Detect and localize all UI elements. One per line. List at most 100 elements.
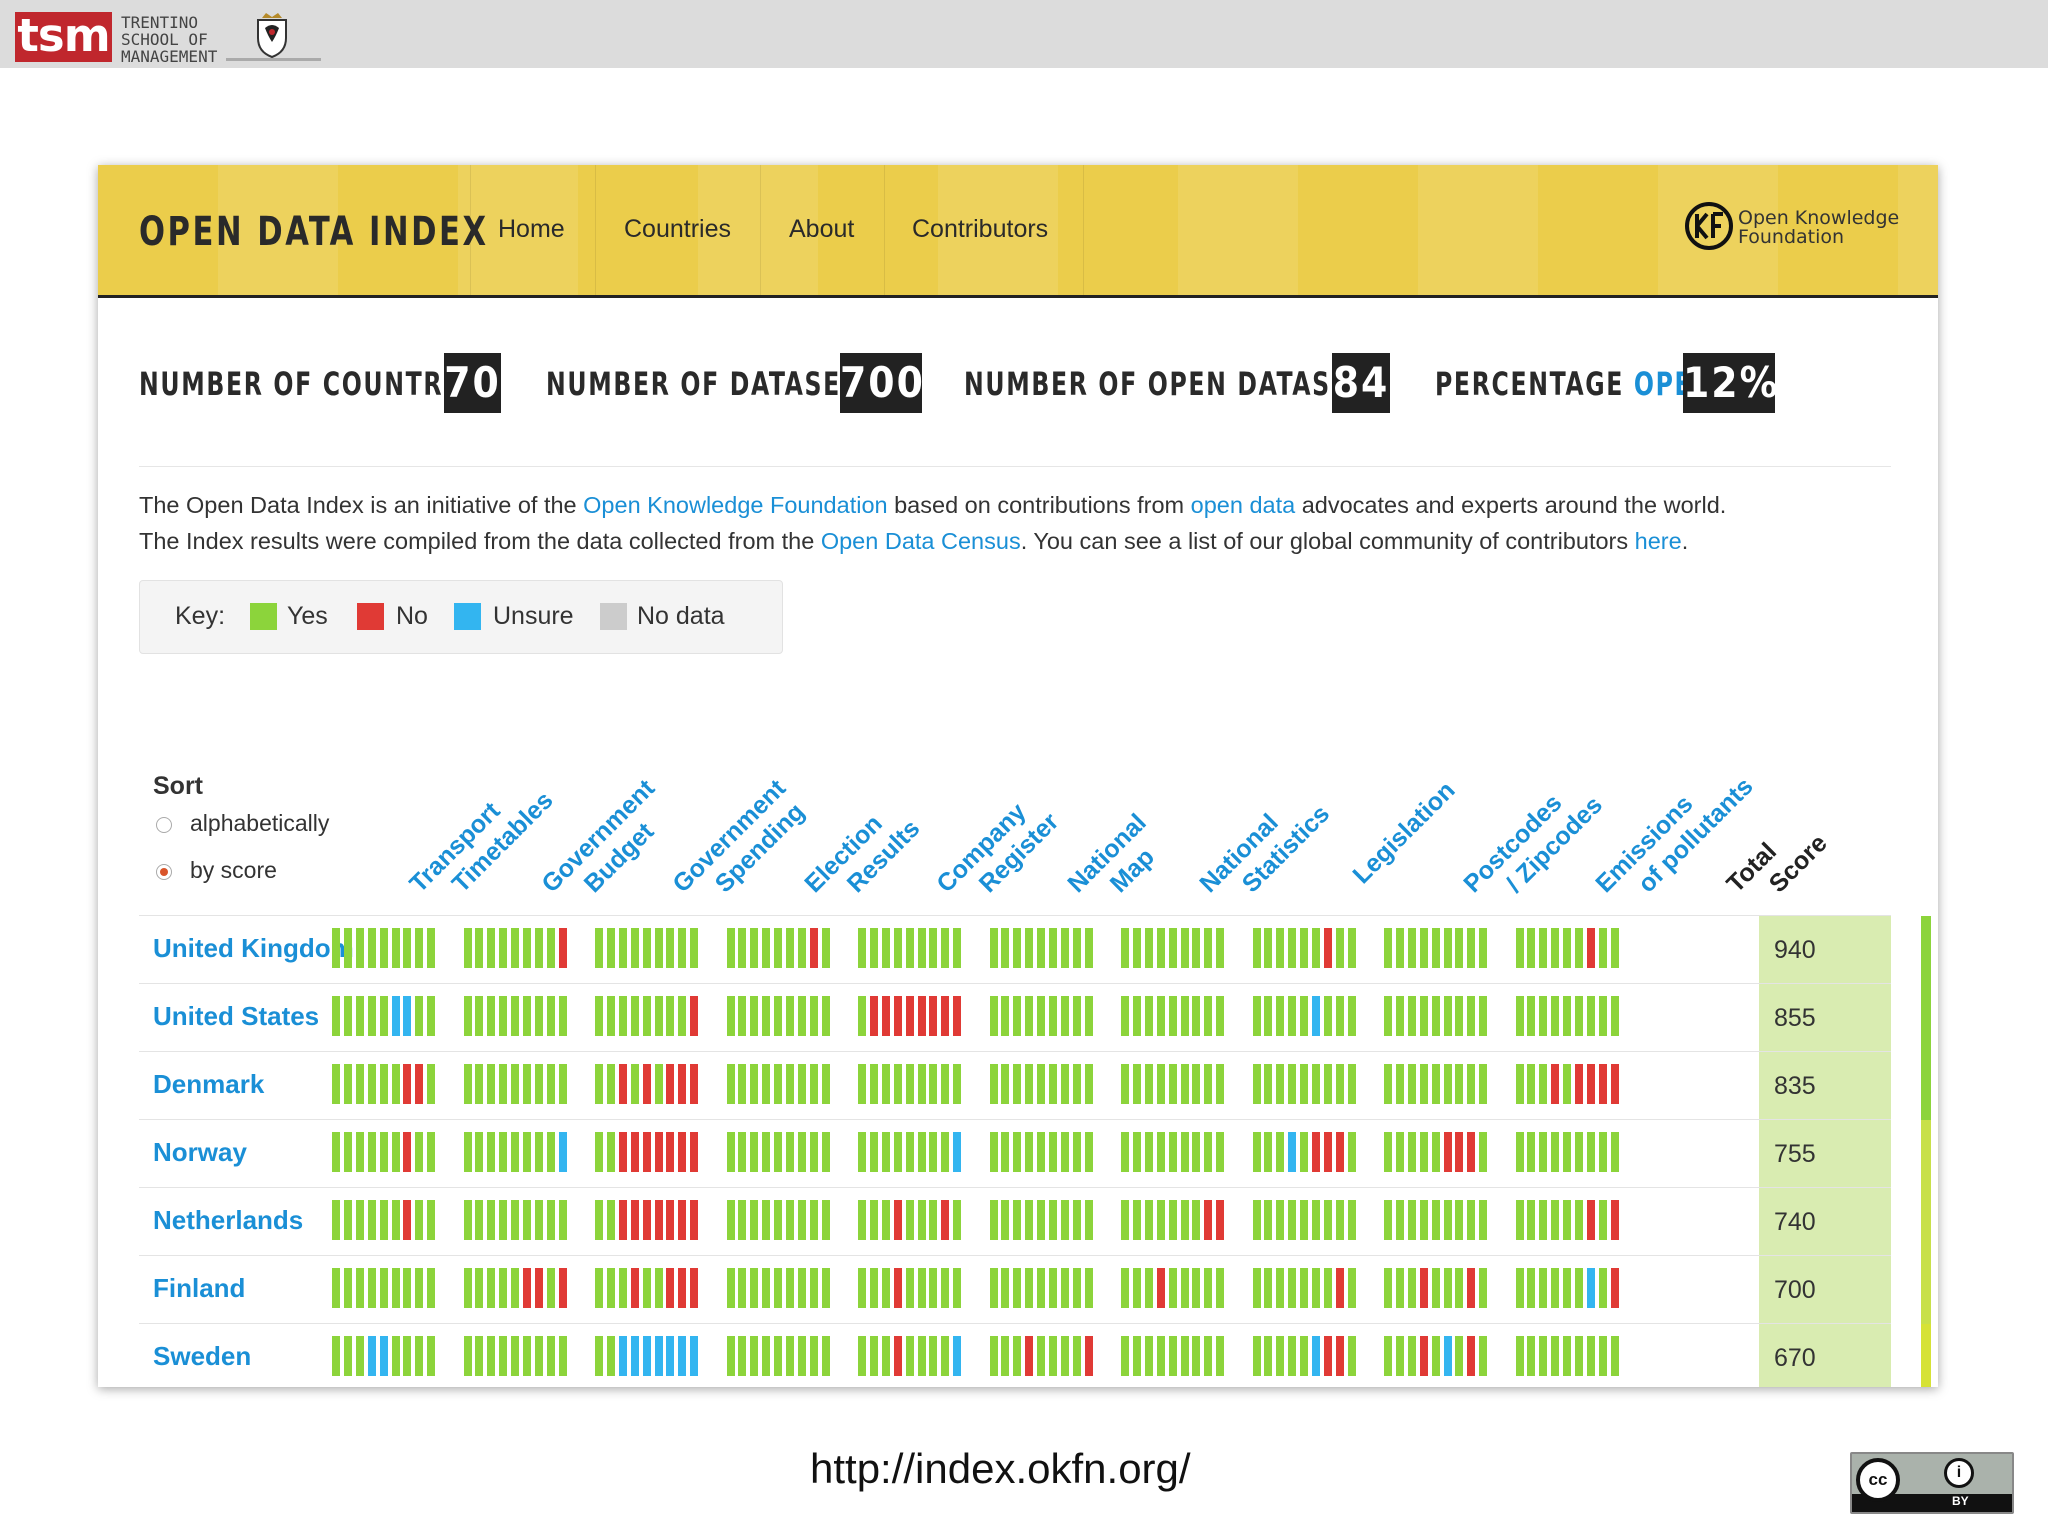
dataset-status-cell[interactable]	[1575, 1064, 1583, 1104]
dataset-status-cell[interactable]	[690, 1336, 699, 1376]
dataset-status-cell[interactable]	[929, 1200, 938, 1240]
dataset-status-cell[interactable]	[1072, 1064, 1081, 1104]
dataset-status-cell[interactable]	[905, 928, 914, 968]
country-link[interactable]: Sweden	[153, 1341, 252, 1371]
dataset-status-cell[interactable]	[630, 1200, 639, 1240]
dataset-status-cell[interactable]	[1084, 1336, 1093, 1376]
dataset-status-cell[interactable]	[427, 996, 436, 1036]
country-link[interactable]: United Kingdom	[153, 933, 354, 963]
dataset-status-cell[interactable]	[391, 996, 400, 1036]
dataset-status-cell[interactable]	[989, 996, 998, 1036]
dataset-status-cell[interactable]	[511, 928, 520, 968]
dataset-status-cell[interactable]	[858, 928, 866, 968]
dataset-status-cell[interactable]	[1132, 996, 1141, 1036]
dataset-status-cell[interactable]	[1563, 1268, 1572, 1308]
dataset-status-cell[interactable]	[1551, 928, 1560, 968]
dataset-status-cell[interactable]	[905, 1336, 914, 1376]
dataset-status-cell[interactable]	[1121, 1064, 1129, 1104]
dataset-status-cell[interactable]	[630, 1064, 639, 1104]
dataset-status-cell[interactable]	[427, 928, 436, 968]
dataset-status-cell[interactable]	[558, 1064, 567, 1104]
dataset-status-cell[interactable]	[750, 928, 759, 968]
dataset-status-cell[interactable]	[1527, 1132, 1536, 1172]
dataset-status-cell[interactable]	[1395, 1200, 1404, 1240]
dataset-status-cell[interactable]	[690, 1132, 699, 1172]
dataset-status-cell[interactable]	[1479, 1268, 1488, 1308]
footer-url[interactable]: http://index.okfn.org/	[810, 1445, 1191, 1492]
dataset-status-cell[interactable]	[606, 1200, 615, 1240]
dataset-status-cell[interactable]	[1586, 996, 1595, 1036]
dataset-status-cell[interactable]	[1121, 1200, 1129, 1240]
dataset-status-cell[interactable]	[1013, 1336, 1022, 1376]
dataset-status-cell[interactable]	[595, 1336, 603, 1376]
dataset-status-cell[interactable]	[1610, 1200, 1619, 1240]
dataset-status-cell[interactable]	[1539, 1132, 1548, 1172]
dataset-status-cell[interactable]	[893, 1132, 902, 1172]
dataset-status-cell[interactable]	[762, 1268, 771, 1308]
dataset-status-cell[interactable]	[1060, 1064, 1069, 1104]
dataset-status-cell[interactable]	[511, 1200, 520, 1240]
dataset-status-cell[interactable]	[1060, 928, 1069, 968]
dataset-status-cell[interactable]	[1551, 996, 1560, 1036]
dataset-status-cell[interactable]	[726, 928, 735, 968]
dataset-status-cell[interactable]	[1598, 928, 1607, 968]
dataset-status-cell[interactable]	[511, 1336, 520, 1376]
dataset-status-cell[interactable]	[1598, 996, 1607, 1036]
dataset-status-cell[interactable]	[332, 996, 340, 1036]
dataset-status-cell[interactable]	[355, 1064, 364, 1104]
dataset-status-cell[interactable]	[1467, 1132, 1476, 1172]
sort-by-score-label[interactable]: by score	[190, 857, 277, 883]
dataset-status-cell[interactable]	[750, 996, 759, 1036]
dataset-status-cell[interactable]	[1049, 1132, 1057, 1172]
dataset-status-cell[interactable]	[1312, 1132, 1320, 1172]
dataset-status-cell[interactable]	[630, 996, 639, 1036]
dataset-status-cell[interactable]	[379, 1200, 388, 1240]
dataset-status-cell[interactable]	[1335, 1268, 1344, 1308]
dataset-status-cell[interactable]	[1407, 1336, 1416, 1376]
dataset-status-cell[interactable]	[1144, 996, 1153, 1036]
dataset-status-cell[interactable]	[1288, 928, 1297, 968]
dataset-status-cell[interactable]	[1323, 1336, 1332, 1376]
dataset-status-cell[interactable]	[869, 1064, 878, 1104]
dataset-status-cell[interactable]	[678, 1336, 687, 1376]
dataset-status-cell[interactable]	[415, 1064, 424, 1104]
dataset-status-cell[interactable]	[355, 1336, 364, 1376]
dataset-status-cell[interactable]	[1001, 996, 1010, 1036]
dataset-status-cell[interactable]	[1084, 1064, 1093, 1104]
dataset-status-cell[interactable]	[1060, 1200, 1069, 1240]
column-header[interactable]: Transport Timetables	[404, 764, 560, 920]
dataset-status-cell[interactable]	[762, 1336, 771, 1376]
dataset-status-cell[interactable]	[1216, 996, 1225, 1036]
dataset-status-cell[interactable]	[1084, 928, 1093, 968]
dataset-status-cell[interactable]	[941, 1268, 950, 1308]
nav-about[interactable]: About	[789, 215, 855, 243]
dataset-status-cell[interactable]	[379, 1132, 388, 1172]
dataset-status-cell[interactable]	[332, 1132, 340, 1172]
dataset-status-cell[interactable]	[1025, 928, 1034, 968]
dataset-status-cell[interactable]	[1539, 1064, 1548, 1104]
dataset-status-cell[interactable]	[355, 928, 364, 968]
dataset-status-cell[interactable]	[415, 928, 424, 968]
dataset-status-cell[interactable]	[1419, 1064, 1428, 1104]
dataset-status-cell[interactable]	[786, 1064, 794, 1104]
dataset-status-cell[interactable]	[534, 1200, 543, 1240]
dataset-status-cell[interactable]	[499, 996, 508, 1036]
dataset-status-cell[interactable]	[546, 928, 555, 968]
dataset-status-cell[interactable]	[1443, 1336, 1452, 1376]
dataset-status-cell[interactable]	[905, 1268, 914, 1308]
dataset-status-cell[interactable]	[678, 1268, 687, 1308]
dataset-status-cell[interactable]	[379, 996, 388, 1036]
dataset-status-cell[interactable]	[1025, 1132, 1034, 1172]
nav-countries[interactable]: Countries	[624, 215, 731, 243]
census-link[interactable]: Open Data Census	[820, 528, 1021, 554]
dataset-status-cell[interactable]	[917, 996, 926, 1036]
dataset-status-cell[interactable]	[511, 1064, 520, 1104]
dataset-status-cell[interactable]	[1216, 1200, 1225, 1240]
dataset-status-cell[interactable]	[463, 1268, 472, 1308]
dataset-status-cell[interactable]	[379, 928, 388, 968]
dataset-status-cell[interactable]	[917, 1268, 926, 1308]
dataset-status-cell[interactable]	[1335, 928, 1344, 968]
dataset-status-cell[interactable]	[821, 996, 830, 1036]
dataset-status-cell[interactable]	[1539, 996, 1548, 1036]
dataset-status-cell[interactable]	[1216, 1132, 1225, 1172]
